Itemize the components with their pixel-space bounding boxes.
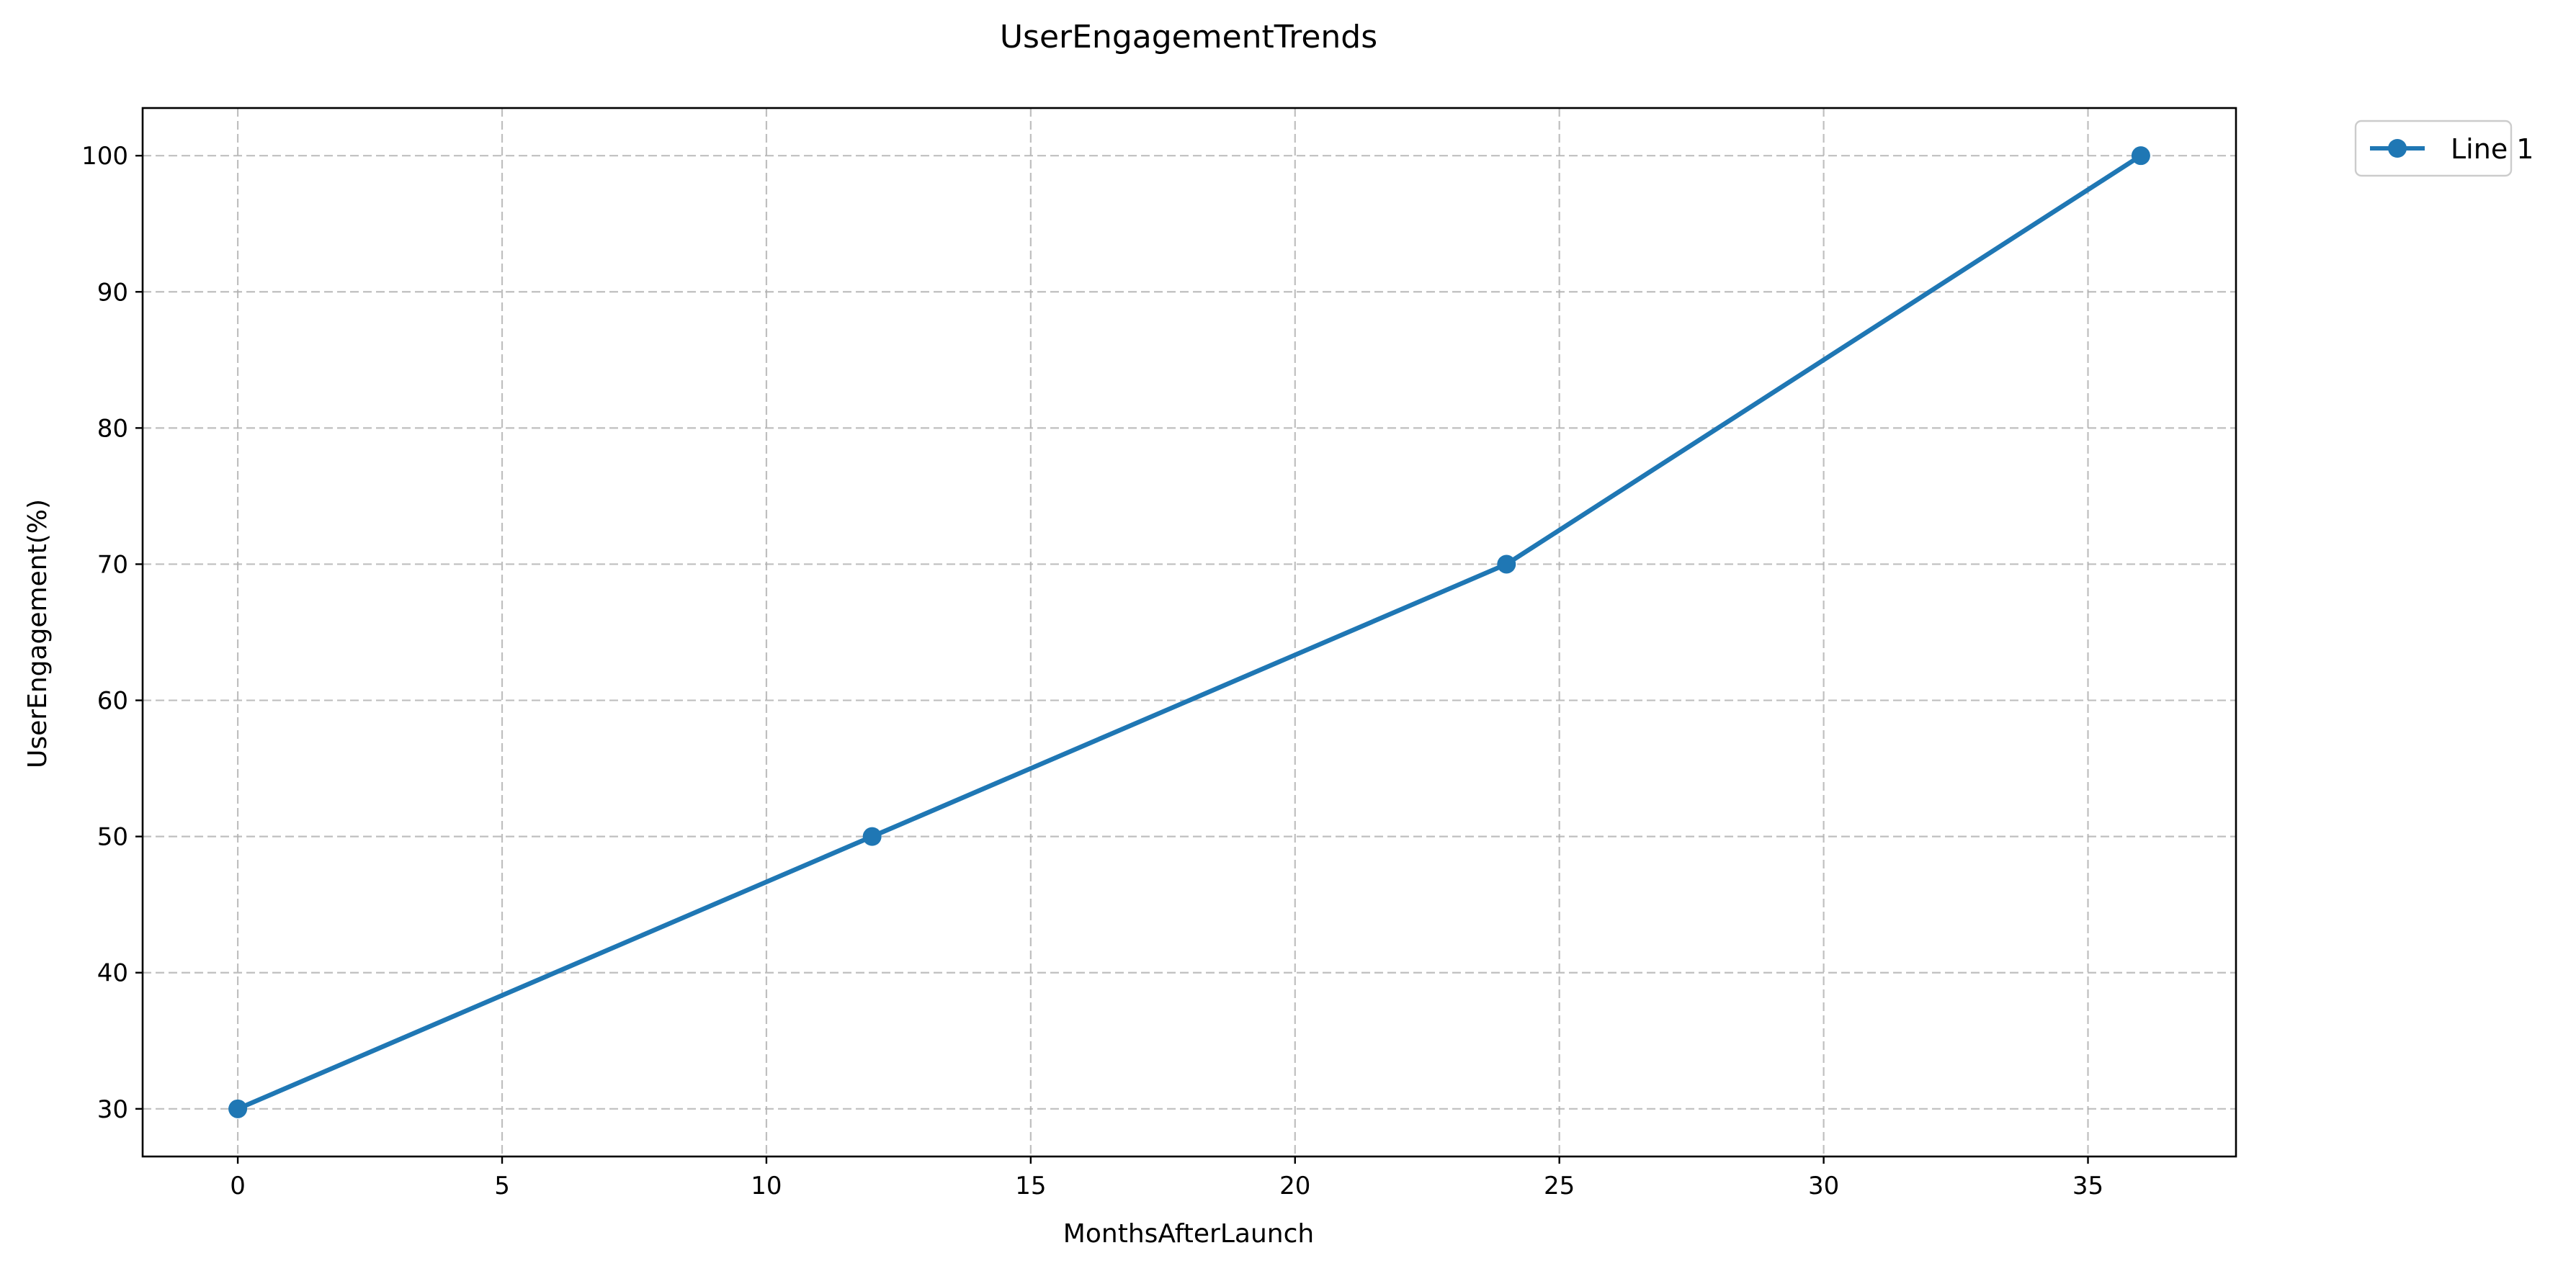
y-tick-label: 40 — [97, 959, 128, 988]
x-tick-label: 20 — [1279, 1172, 1310, 1200]
legend-label-line-1: Line 1 — [2451, 133, 2533, 165]
x-tick-label: 10 — [751, 1172, 782, 1200]
data-point — [228, 1099, 248, 1118]
legend: Line 1 — [2354, 120, 2533, 177]
y-tick-label: 80 — [97, 414, 128, 443]
y-axis-title: UserEngagement(%) — [23, 499, 53, 768]
grid-lines — [143, 108, 2236, 1157]
x-tick-label: 25 — [1544, 1172, 1575, 1200]
y-tick-label: 30 — [97, 1095, 128, 1124]
y-tick-label: 50 — [97, 823, 128, 852]
data-point — [862, 827, 882, 846]
plot-area-frame — [141, 107, 2237, 1158]
x-tick-label: 0 — [230, 1172, 246, 1200]
y-tick-label: 100 — [81, 142, 128, 171]
legend-marker-swatch — [2388, 139, 2407, 158]
axis-ticks: 0 5 10 15 20 25 30 35 30 40 50 60 70 80 90 100 — [81, 142, 2103, 1200]
chart-title: UserEngagementTrends — [1000, 19, 1377, 55]
x-axis-title: MonthsAfterLaunch — [1063, 1219, 1314, 1249]
y-tick-label: 60 — [97, 687, 128, 716]
y-tick-label: 70 — [97, 550, 128, 579]
data-point — [2131, 146, 2150, 166]
legend-box — [2354, 120, 2513, 177]
data-series — [228, 146, 2150, 1118]
x-tick-label: 15 — [1015, 1172, 1046, 1200]
x-tick-label: 30 — [1808, 1172, 1839, 1200]
data-point — [1497, 554, 1516, 574]
series-line-1 — [235, 153, 2144, 1112]
x-tick-label: 35 — [2072, 1172, 2103, 1200]
y-tick-label: 90 — [97, 278, 128, 307]
x-tick-label: 5 — [494, 1172, 510, 1200]
